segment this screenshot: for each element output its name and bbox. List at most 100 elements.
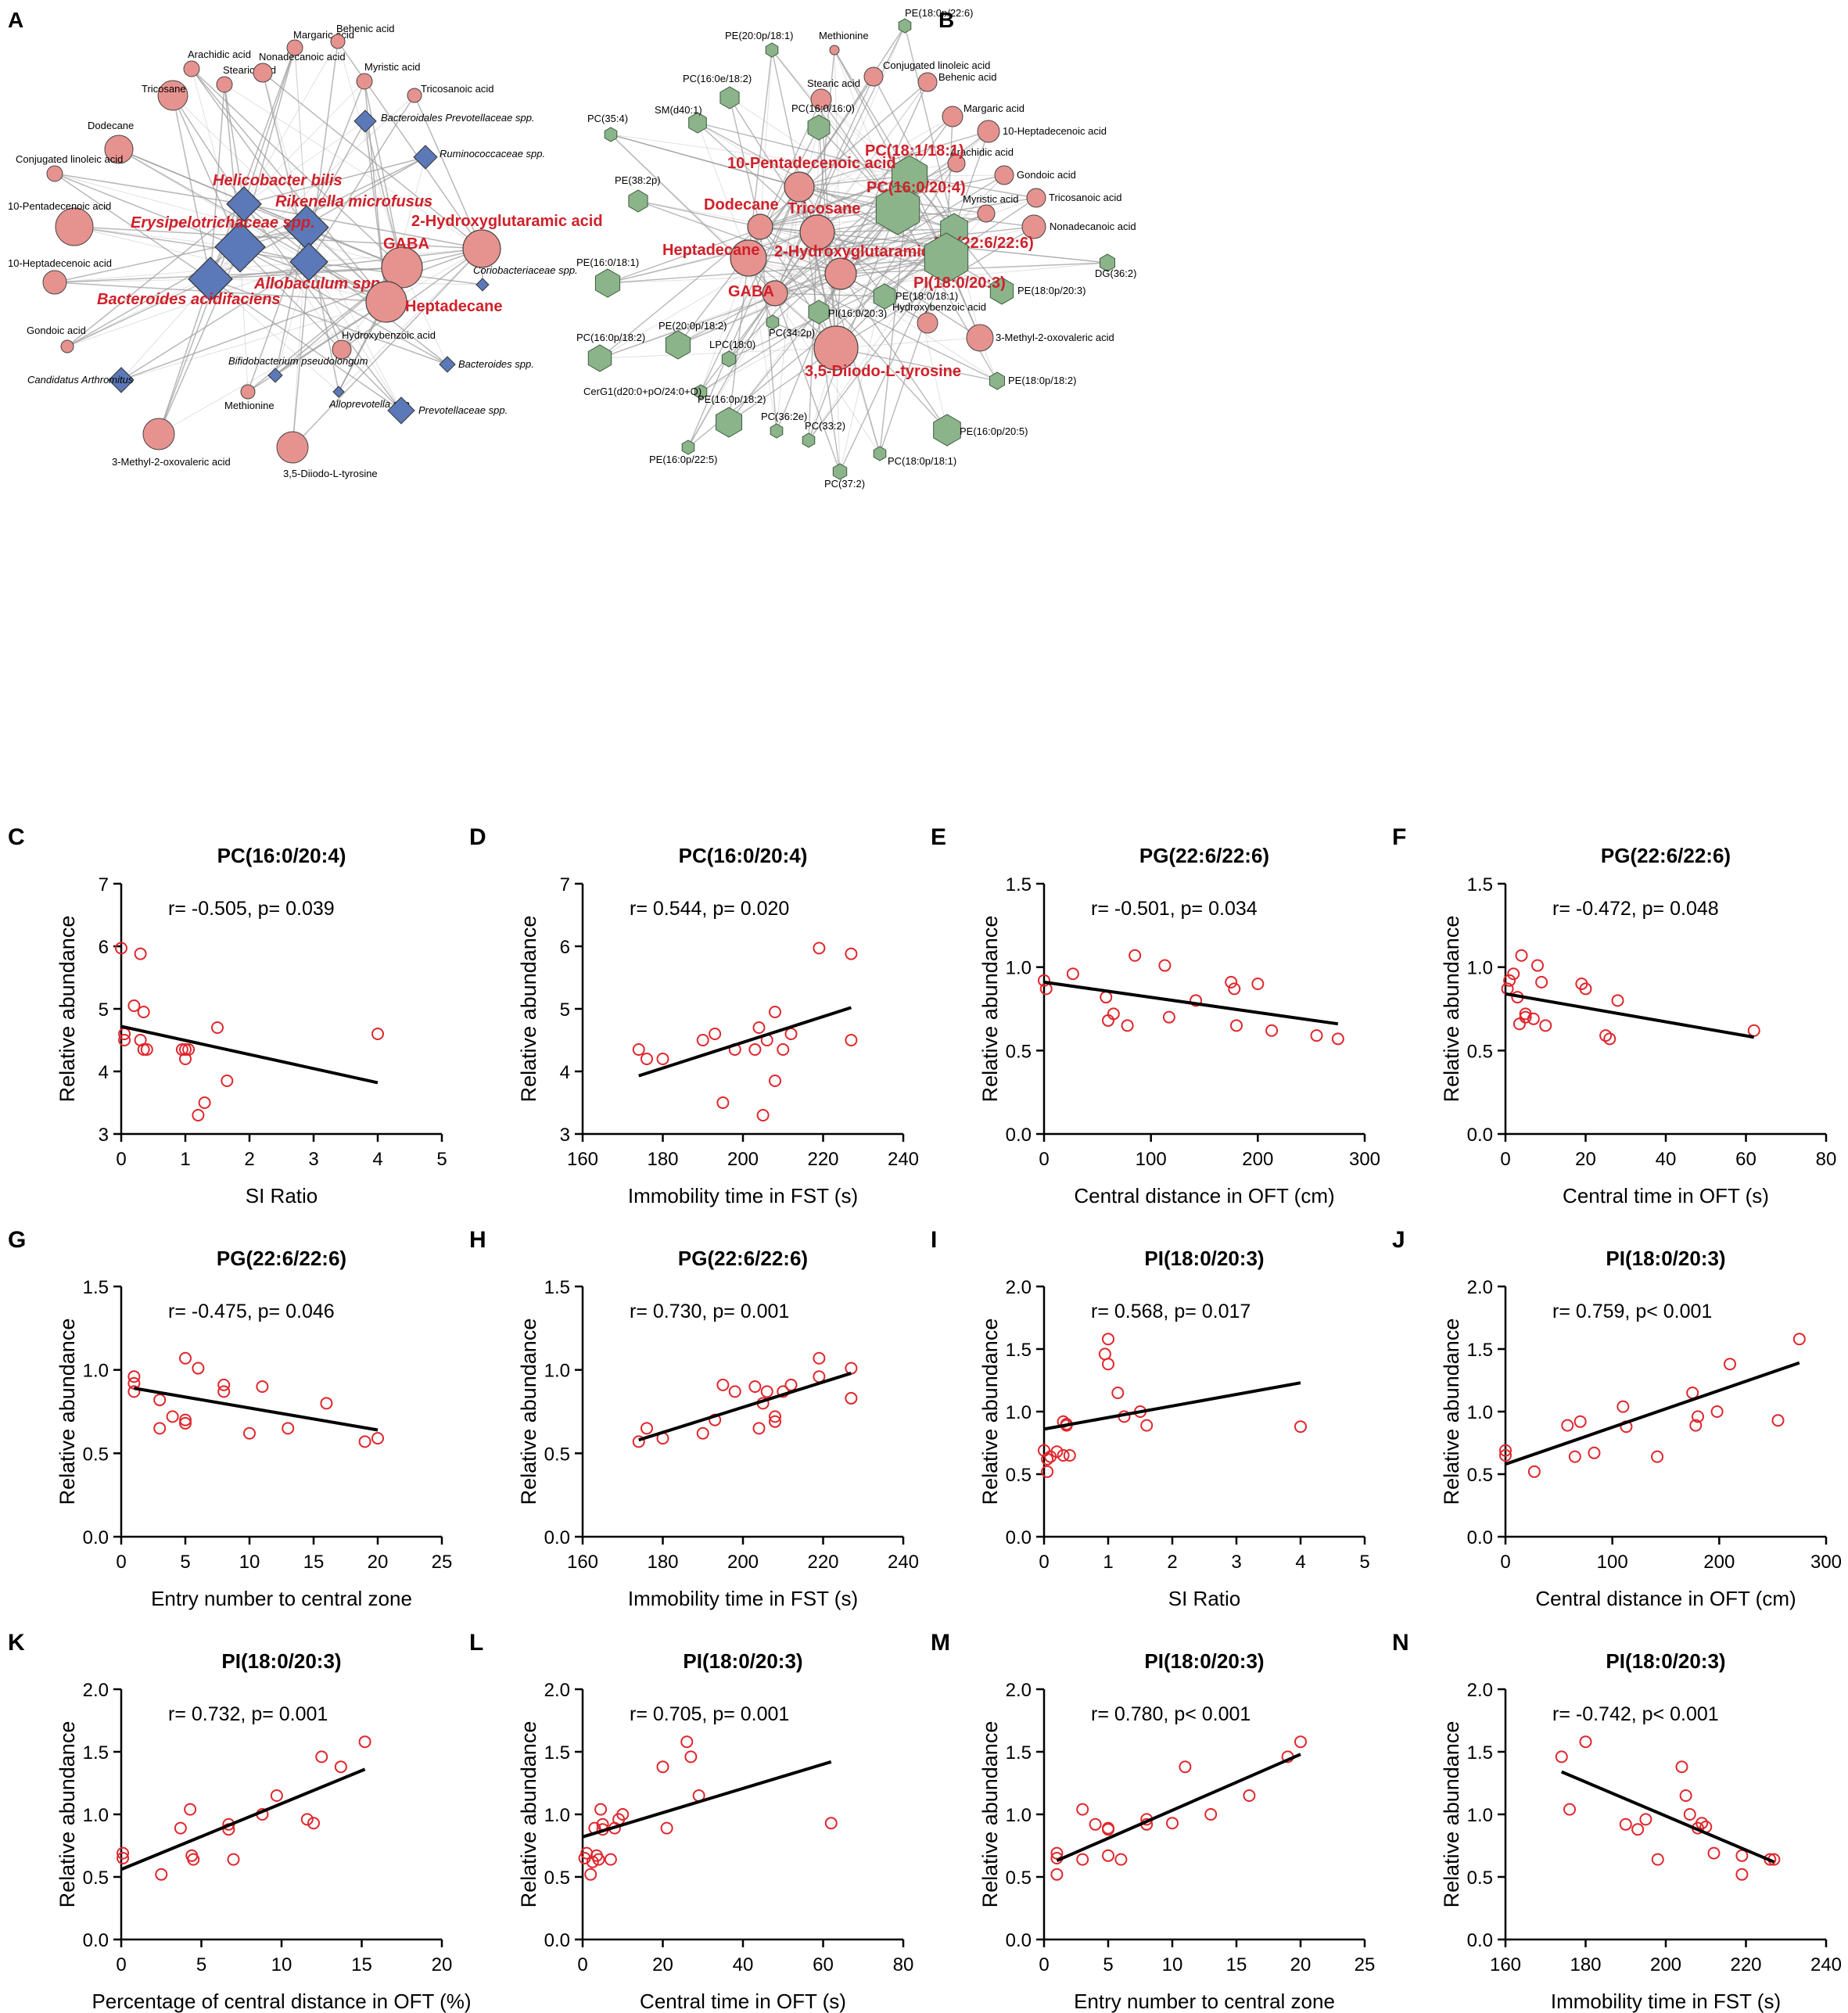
data-point [680,1735,694,1749]
data-point [282,1422,295,1435]
lipid-node [989,277,1014,305]
data-point [1579,982,1592,996]
data-point [192,1109,205,1121]
data-point [187,1853,200,1866]
data-point [1519,1010,1532,1024]
data-point [728,1385,741,1398]
regression-line [582,1760,832,1839]
y-tick-label: 0.0 [1006,1527,1032,1548]
stat-annotation: r= 0.759, p< 0.001 [1552,1301,1712,1322]
lipid-node [808,300,830,325]
metabolite-hub-node [365,281,407,323]
node-label: PE(18:0/18:1) [895,290,958,302]
edge [341,248,483,350]
data-point [1050,1868,1064,1881]
metabolite-node [55,207,94,246]
y-axis-label: Relative abundance [1440,1721,1463,1908]
scatter-panels: C PC(16:0/20:4) r= -0.505, p= 0.039 3 4 5 6 7 0 1… [8,824,1842,2013]
x-tick-label: 1 [180,1149,190,1170]
edge [243,47,296,205]
x-tick-label: 0 [577,1954,587,1975]
edge [599,347,837,359]
data-point [1179,1760,1192,1774]
edge [210,278,402,411]
edge [210,278,483,285]
hub-label: Heptadecane [405,298,503,315]
x-tick-label: 40 [1656,1149,1677,1170]
edge [158,248,483,435]
lipid-node [604,127,618,142]
node-label: PE(16:0/18:1) [576,257,639,268]
x-tick-label: 10 [239,1552,260,1573]
edge [54,173,245,205]
hub-label: PC(18:1/18:1) [865,142,964,160]
edge [224,84,483,249]
data-point [748,1043,762,1056]
hub-label: 2-Hydroxyglutaramic acid [411,213,603,230]
x-tick-label: 20 [1575,1149,1596,1170]
data-point [117,1852,130,1864]
regression-line [1505,1361,1800,1466]
x-tick-label: 3 [1231,1552,1241,1573]
y-tick-label: 2.0 [83,1680,109,1701]
data-point [784,1028,798,1040]
chart-title: PC(16:0/20:4) [217,844,346,867]
regression-line [1505,992,1755,1039]
x-tick-label: 0 [1500,1552,1510,1573]
data-point [641,1053,653,1065]
edge [816,81,928,233]
scatter-panel-g: G PG(22:6/22:6) r= -0.475, p= 0.046 0.0 0.5 1… [8,1227,452,1610]
edge [243,81,365,205]
edge [774,25,906,294]
data-point [1651,1853,1664,1866]
metabolite-hub-node [462,229,501,268]
lipid-node [594,268,621,298]
edge [748,257,998,382]
data-point [584,1868,597,1881]
data-point [1190,994,1203,1007]
y-tick-label: 0.5 [1467,1041,1493,1062]
edge [697,122,910,177]
panel-label: K [8,1630,25,1656]
bacteria-node [413,145,438,170]
node-label: Methionine [819,30,869,41]
node-label: 10-Heptadecenoic acid [1003,125,1107,137]
edge [118,149,310,263]
edge [879,257,947,454]
chart-title: PI(18:0/20:3) [1606,1247,1725,1270]
x-tick-label: 200 [727,1149,759,1170]
edge [700,292,776,393]
bacteria-node [267,368,283,383]
data-point [115,942,127,955]
y-axis-label: Relative abundance [517,1721,540,1908]
bacteria-node [475,278,490,292]
data-point [358,1735,371,1749]
panel-label: E [931,824,946,850]
metabolite-hub-node [784,171,815,203]
node-label: Nonadecanoic acid [259,51,346,63]
y-tick-label: 1.5 [1467,874,1493,895]
y-axis-label: Relative abundance [978,1319,1002,1505]
edge [262,72,307,228]
edge [364,81,403,268]
data-point [334,1760,347,1774]
data-point [1140,1419,1154,1432]
edge [191,68,307,228]
data-point [153,1394,167,1407]
hub-label: 3,5-Diiodo-L-tyrosine [805,363,961,380]
data-point [684,1750,698,1764]
data-point [118,1034,131,1046]
node-label: Tricosanoic acid [1049,192,1121,203]
data-point [696,1426,709,1440]
x-tick-label: 240 [888,1149,919,1170]
y-tick-label: 1.5 [83,1277,109,1298]
x-tick-label: 220 [807,1149,838,1170]
data-point [1792,1333,1806,1346]
edge [748,226,1035,259]
edge [835,174,1005,349]
data-point [604,1853,617,1866]
x-tick-label: 100 [1597,1552,1628,1573]
metabolite-hub-node [747,214,773,240]
data-point [1527,1465,1541,1478]
regression-line [1056,1753,1301,1863]
